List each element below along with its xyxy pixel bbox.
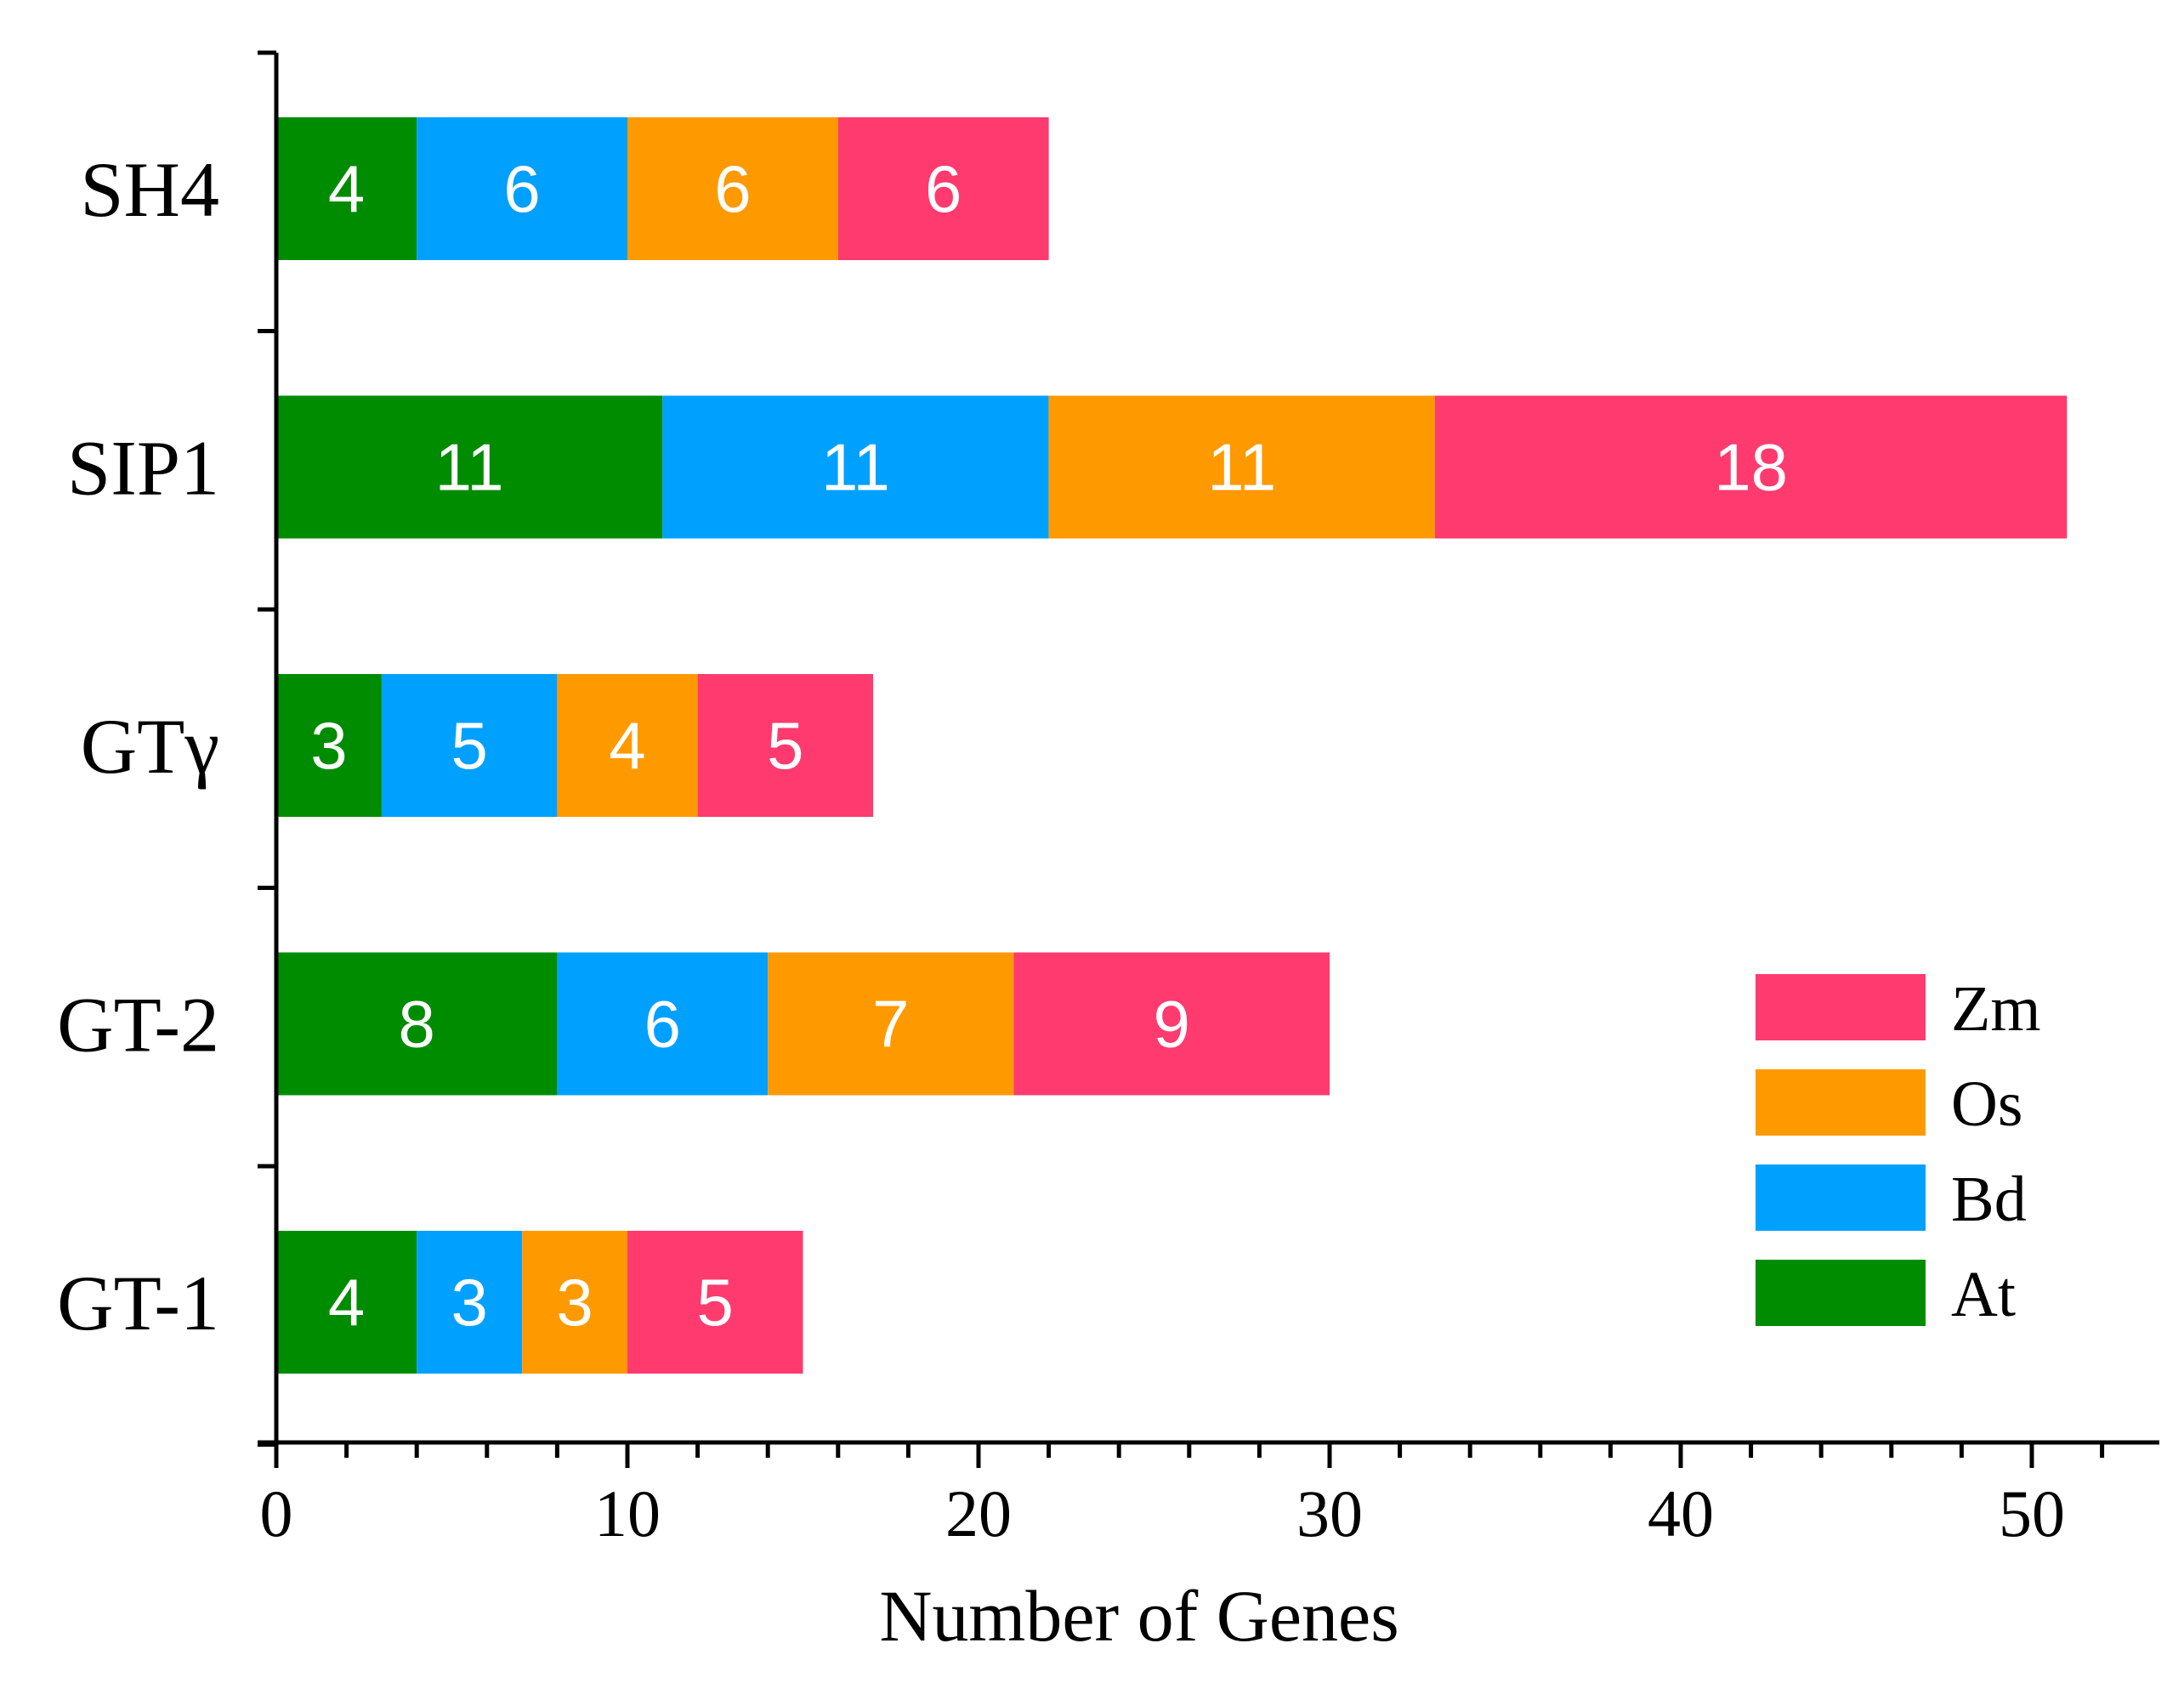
x-tick-label: 0: [260, 1476, 293, 1550]
bar-at-3: [276, 952, 558, 1096]
bar-bd-3: [557, 952, 769, 1096]
x-tick-label: 50: [1999, 1476, 2065, 1550]
x-tick-label: 10: [594, 1476, 661, 1550]
bar-value-label: 4: [609, 708, 645, 783]
bar-zm-0: [837, 117, 1049, 260]
bar-bd-1: [662, 395, 1049, 539]
legend-swatch-os: [1756, 1069, 1926, 1136]
bar-bd-0: [417, 117, 627, 260]
bar-value-label: 3: [451, 1265, 487, 1340]
legend-label-at: At: [1951, 1259, 2016, 1330]
bar-value-label: 6: [503, 151, 540, 226]
bar-value-label: 7: [872, 987, 909, 1062]
x-tick-label: 20: [945, 1476, 1012, 1550]
bar-value-label: 6: [714, 151, 751, 226]
bar-bd-2: [381, 674, 558, 817]
bar-value-label: 11: [1207, 430, 1276, 505]
bar-os-2: [557, 674, 698, 817]
bar-at-2: [276, 674, 382, 817]
bar-os-1: [1048, 395, 1435, 539]
bar-os-3: [768, 952, 1014, 1096]
x-tick-label: 30: [1296, 1476, 1363, 1550]
bar-value-label: 6: [925, 151, 962, 226]
bar-zm-4: [627, 1231, 803, 1374]
legend-swatch-zm: [1756, 974, 1926, 1040]
legend-label-zm: Zm: [1951, 973, 2041, 1045]
category-label: GT-1: [57, 1260, 219, 1346]
bar-zm-2: [697, 674, 874, 817]
x-tick-label: 40: [1648, 1476, 1714, 1550]
bar-bd-4: [417, 1231, 523, 1374]
axes-group: SH4 SIP1 GTγ GT-2 GT-1 0 10 20 30 40 50: [57, 50, 2159, 1550]
legend: Zm Os Bd At: [1756, 973, 2041, 1330]
bar-value-label: 3: [310, 708, 347, 783]
bar-at-4: [276, 1231, 417, 1374]
bar-value-label: 5: [451, 708, 487, 783]
bar-value-label: 6: [644, 987, 681, 1062]
category-label: SIP1: [67, 425, 219, 512]
bar-value-label: 4: [328, 151, 365, 226]
legend-label-os: Os: [1951, 1068, 2022, 1140]
bar-value-label: 11: [435, 430, 504, 505]
bar-value-label: 11: [821, 430, 890, 505]
bars-group: 4 6 6 611 11 11 183 5 4 58 6 7 94 3 3 5: [276, 117, 2068, 1374]
bar-os-0: [627, 117, 838, 260]
legend-label-bd: Bd: [1951, 1164, 2027, 1235]
bar-value-label: 5: [697, 1265, 734, 1340]
bar-zm-1: [1434, 395, 2068, 539]
bar-value-label: 9: [1153, 987, 1189, 1062]
bar-value-label: 18: [1714, 430, 1788, 505]
bar-value-label: 3: [556, 1265, 593, 1340]
category-label: SH4: [80, 146, 219, 233]
bar-at-0: [276, 117, 417, 260]
category-label: GTγ: [81, 703, 219, 790]
bar-os-4: [522, 1231, 627, 1374]
bar-value-label: 8: [399, 987, 435, 1062]
legend-swatch-bd: [1756, 1164, 1926, 1231]
legend-swatch-at: [1756, 1260, 1926, 1326]
bar-value-label: 4: [328, 1265, 365, 1340]
bar-at-1: [276, 395, 663, 539]
x-axis-title: Number of Genes: [879, 1575, 1398, 1657]
bar-zm-3: [1013, 952, 1330, 1096]
bar-value-label: 5: [767, 708, 803, 783]
category-label: GT-2: [57, 982, 219, 1068]
